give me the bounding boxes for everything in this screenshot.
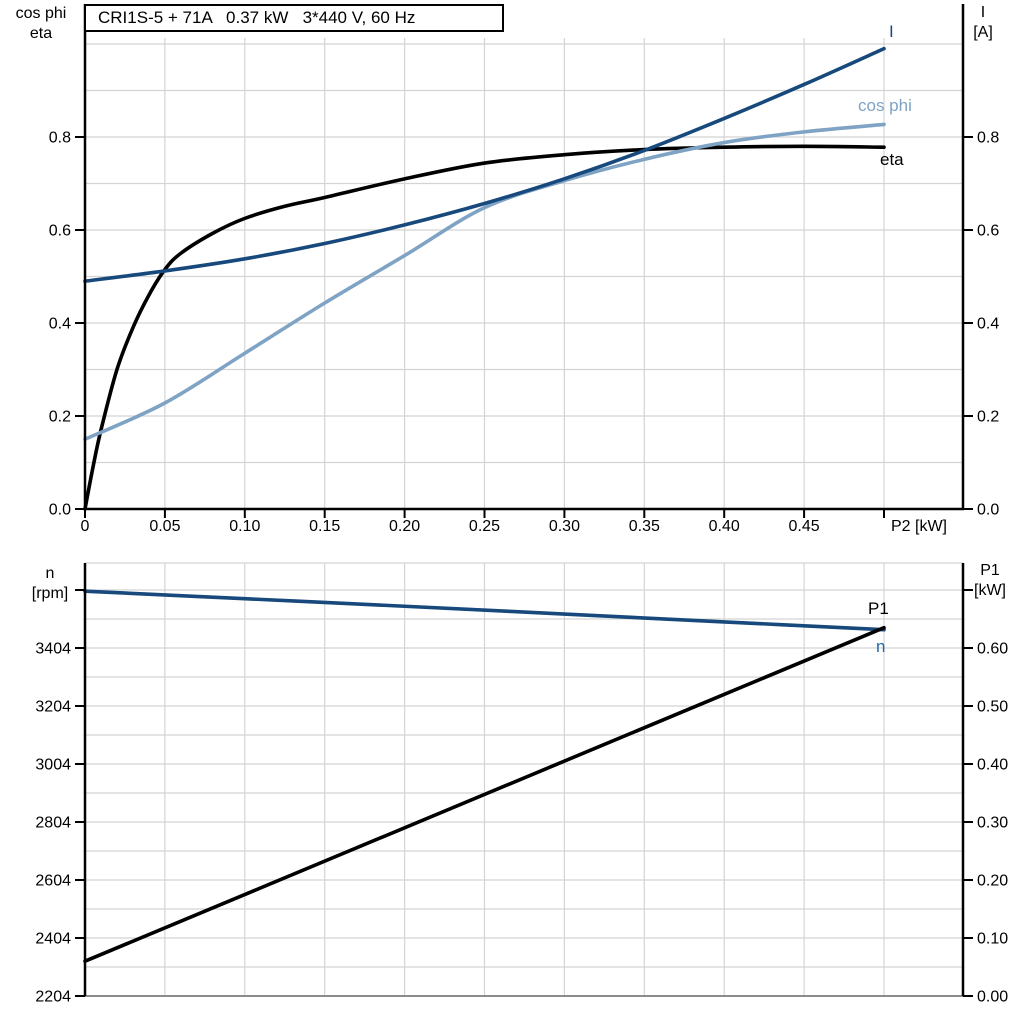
curve-I (83, 46, 886, 283)
y-right-tick-label: 0.0 (977, 502, 999, 519)
x-tick-label: 0.05 (149, 518, 180, 535)
p1-tick-label: 0.00 (977, 989, 1008, 1006)
curve-cos-phi (83, 122, 886, 442)
y-left-tick-label: 0.4 (49, 316, 71, 333)
rpm-tick-label: 2204 (35, 989, 71, 1006)
curve-label-eta: eta (880, 150, 904, 169)
x-tick-label: 0.10 (229, 518, 260, 535)
x-tick-label: 0.25 (469, 518, 500, 535)
x-tick-label: 0.15 (309, 518, 340, 535)
curve-P1 (83, 625, 886, 963)
y-left-tick-label: 0.2 (49, 409, 71, 426)
x-tick-label: 0.30 (549, 518, 580, 535)
curve-label-p1: P1 (868, 599, 889, 618)
x-axis-label: P2 [kW] (891, 518, 947, 535)
p1-tick-label: 0.10 (977, 931, 1008, 948)
x-tick-label: 0.20 (389, 518, 420, 535)
top-left-axis-title: cos phi eta (4, 4, 78, 44)
rpm-tick-label: 2604 (35, 873, 71, 890)
p1-tick-label: 0.20 (977, 873, 1008, 890)
axis-title-current-unit: [A] (973, 24, 993, 41)
x-tick-label: 0.35 (629, 518, 660, 535)
rpm-tick-label: 2804 (35, 815, 71, 832)
p1-tick-label: 0.30 (977, 815, 1008, 832)
curve-label-cos-phi: cos phi (858, 96, 912, 115)
y-right-tick-label: 0.4 (977, 316, 999, 333)
curve-label-current: I (889, 22, 894, 41)
axis-title-input-power-unit: [kW] (974, 582, 1006, 599)
rpm-tick-label: 2404 (35, 931, 71, 948)
axis-title-current: I (980, 4, 986, 21)
x-tick-label: 0 (81, 518, 90, 535)
rpm-tick-label: 3404 (35, 641, 71, 658)
axis-title-eta: eta (29, 25, 53, 42)
axis-title-speed-unit: [rpm] (31, 585, 69, 602)
x-tick-label: 0.40 (709, 518, 740, 535)
y-left-tick-label: 0.8 (49, 130, 71, 147)
chart-title: CRI1S-5 + 71A 0.37 kW 3*440 V, 60 Hz (98, 8, 416, 27)
p1-tick-label: 0.60 (977, 641, 1008, 658)
x-tick-label: 0.45 (789, 518, 820, 535)
rpm-tick-label: 3004 (35, 757, 71, 774)
y-left-tick-label: 0.0 (49, 502, 71, 519)
y-right-tick-label: 0.8 (977, 130, 999, 147)
chart-title-box: CRI1S-5 + 71A 0.37 kW 3*440 V, 60 Hz (84, 4, 504, 32)
axis-title-input-power: P1 (980, 562, 1000, 579)
bottom-left-axis-title: n [rpm] (12, 564, 88, 604)
p1-tick-label: 0.40 (977, 757, 1008, 774)
y-left-tick-label: 0.6 (49, 223, 71, 240)
axis-title-cos-phi: cos phi (15, 5, 67, 22)
axis-title-speed: n (45, 565, 55, 582)
curve-label-n: n (876, 637, 886, 656)
y-right-tick-label: 0.6 (977, 223, 999, 240)
top-right-axis-title: I [A] (954, 3, 1012, 43)
bottom-right-axis-title: P1 [kW] (960, 561, 1020, 601)
p1-tick-label: 0.50 (977, 699, 1008, 716)
y-right-tick-label: 0.2 (977, 409, 999, 426)
rpm-tick-label: 3204 (35, 699, 71, 716)
curve-n (83, 589, 886, 632)
